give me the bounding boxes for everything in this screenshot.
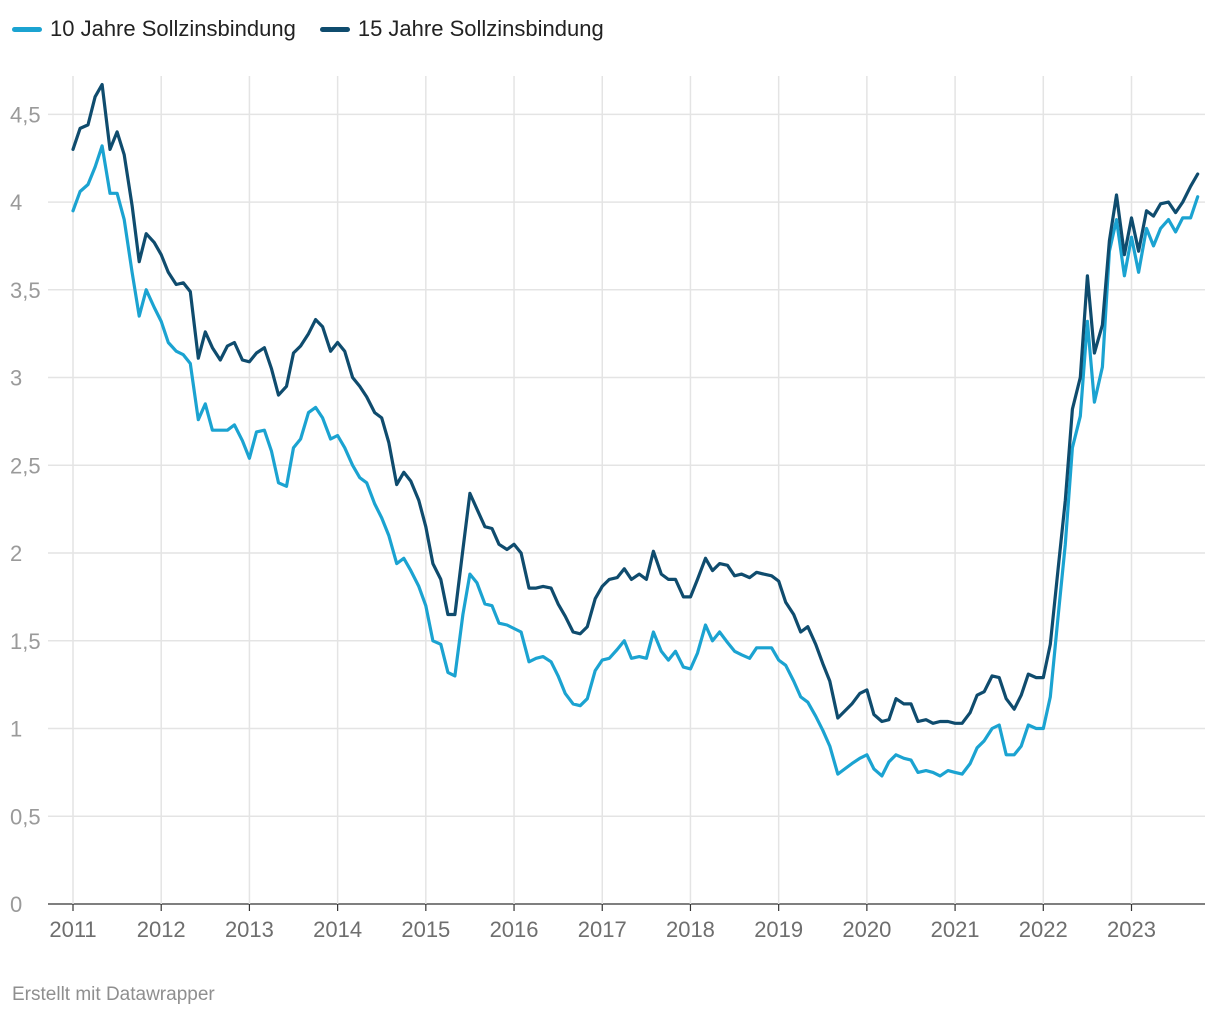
- x-tick-label: 2015: [401, 917, 450, 942]
- series-line-10-jahre: [71, 144, 1200, 778]
- y-tick-label: 0,5: [10, 804, 41, 829]
- legend-item-10-jahre: 10 Jahre Sollzinsbindung: [12, 16, 296, 42]
- x-axis-ticks: 2011 2012 2013 2014 2015 2016 2017 2018 2019 2020…: [49, 917, 1156, 942]
- series-line-15-jahre: [71, 82, 1200, 725]
- y-tick-label: 2,5: [10, 453, 41, 478]
- y-tick-label: 1,5: [10, 629, 41, 654]
- x-tick-label: 2023: [1107, 917, 1156, 942]
- y-tick-label: 4,5: [10, 102, 41, 127]
- x-tick-label: 2021: [931, 917, 980, 942]
- y-tick-label: 4: [10, 190, 22, 215]
- legend: 10 Jahre Sollzinsbindung 15 Jahre Sollzi…: [12, 16, 604, 42]
- y-tick-label: 3: [10, 366, 22, 391]
- x-tick-label: 2013: [225, 917, 274, 942]
- legend-label-10-jahre: 10 Jahre Sollzinsbindung: [50, 16, 296, 41]
- y-tick-label: 3,5: [10, 278, 41, 303]
- y-tick-label: 1: [10, 717, 22, 742]
- y-axis-ticks: 0 0,5 1 1,5 2 2,5 3 3,5 4 4,5: [10, 102, 41, 917]
- x-tick-label: 2022: [1019, 917, 1068, 942]
- y-tick-label: 0: [10, 892, 22, 917]
- x-tick-label: 2012: [137, 917, 186, 942]
- x-tick-label: 2011: [49, 917, 96, 942]
- gridlines: [48, 76, 1205, 911]
- x-tick-label: 2020: [842, 917, 891, 942]
- x-tick-label: 2019: [754, 917, 803, 942]
- x-tick-label: 2018: [666, 917, 715, 942]
- legend-item-15-jahre: 15 Jahre Sollzinsbindung: [319, 16, 604, 42]
- x-tick-label: 2014: [313, 917, 362, 942]
- y-tick-label: 2: [10, 541, 22, 566]
- x-tick-label: 2016: [490, 917, 539, 942]
- series-lines: [71, 82, 1200, 778]
- legend-label-15-jahre: 15 Jahre Sollzinsbindung: [357, 16, 604, 41]
- legend-swatch-10-jahre: [12, 26, 42, 32]
- footer-credit: Erstellt mit Datawrapper: [12, 984, 215, 1005]
- legend-swatch-15-jahre: [319, 26, 350, 32]
- x-tick-label: 2017: [578, 917, 627, 942]
